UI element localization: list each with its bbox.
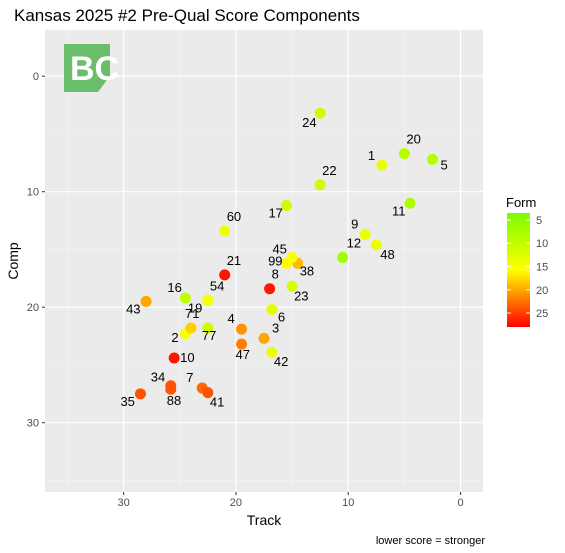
data-point	[314, 107, 326, 119]
data-point	[219, 269, 231, 281]
data-point	[236, 338, 248, 350]
point-label: 22	[322, 163, 336, 178]
point-label: 71	[185, 306, 199, 321]
data-point	[398, 148, 410, 160]
x-axis-title: Track	[247, 512, 282, 528]
plot-panel	[45, 30, 483, 492]
chart-caption: lower score = stronger	[376, 535, 485, 547]
point-label: 99	[268, 254, 282, 269]
point-label: 35	[120, 394, 134, 409]
axis-ticks: 30 20 10 0 0 10 20 30	[27, 71, 464, 509]
data-point	[426, 153, 438, 165]
point-label: 24	[302, 115, 316, 130]
point-label: 45	[272, 241, 286, 256]
data-point	[219, 225, 231, 237]
point-label: 20	[406, 132, 420, 147]
x-tick-label: 0	[457, 497, 463, 509]
point-label: 8	[272, 267, 279, 282]
point-label: 43	[126, 301, 140, 316]
data-point	[168, 352, 180, 364]
point-label: 10	[180, 350, 194, 365]
legend-tick-label: 20	[536, 285, 548, 297]
logo-text: BC	[70, 50, 119, 88]
point-label: 17	[268, 206, 282, 221]
point-label: 23	[294, 288, 308, 303]
data-points	[134, 107, 438, 400]
point-label: 6	[278, 310, 285, 325]
legend: Form 5 10 15 20 25	[506, 195, 548, 327]
data-point	[280, 200, 292, 212]
x-tick-label: 20	[230, 497, 242, 509]
grid	[45, 30, 483, 492]
data-point	[266, 346, 278, 358]
data-point	[286, 280, 298, 292]
point-label: 42	[274, 354, 288, 369]
point-label: 16	[167, 280, 181, 295]
y-tick-label: 20	[27, 302, 39, 314]
data-point	[370, 239, 382, 251]
data-point	[185, 322, 197, 334]
point-label: 38	[300, 263, 314, 278]
y-axis-title: Comp	[5, 242, 21, 280]
legend-tick-label: 25	[536, 308, 548, 320]
data-point	[266, 304, 278, 316]
point-labels: 1234567891011121617192021222324343538414…	[120, 115, 447, 410]
data-point	[404, 197, 416, 209]
legend-tick-label: 5	[536, 215, 542, 227]
legend-ticks: 5 10 15 20 25	[507, 215, 548, 320]
point-label: 54	[210, 278, 224, 293]
legend-tick-label: 10	[536, 238, 548, 250]
point-label: 2	[171, 330, 178, 345]
point-label: 1	[368, 148, 375, 163]
point-label: 5	[440, 157, 447, 172]
x-tick-label: 30	[117, 497, 129, 509]
point-label: 34	[151, 370, 165, 385]
point-label: 21	[227, 253, 241, 268]
x-tick-label: 10	[342, 497, 354, 509]
data-point	[236, 323, 248, 335]
data-point	[165, 383, 177, 395]
data-point	[286, 252, 298, 264]
legend-tick-label: 15	[536, 262, 548, 274]
y-tick-label: 0	[33, 71, 39, 83]
y-tick-label: 10	[27, 187, 39, 199]
point-label: 11	[392, 203, 406, 218]
data-point	[202, 387, 214, 399]
data-point	[314, 179, 326, 191]
watermark-logo: BC	[64, 44, 119, 92]
data-point	[179, 292, 191, 304]
point-label: 47	[236, 347, 250, 362]
point-label: 19	[188, 300, 202, 315]
point-label: 60	[227, 209, 241, 224]
data-point	[134, 388, 146, 400]
data-point	[140, 295, 152, 307]
data-point	[337, 252, 349, 264]
point-label: 9	[351, 216, 358, 231]
y-tick-label: 30	[27, 418, 39, 430]
point-label: 41	[210, 395, 224, 410]
data-point	[202, 294, 214, 306]
point-label: 7	[186, 370, 193, 385]
legend-colorbar	[507, 213, 530, 327]
chart-title: Kansas 2025 #2 Pre-Qual Score Components	[14, 6, 360, 25]
point-label: 4	[228, 311, 235, 326]
point-label: 88	[167, 393, 181, 408]
point-label: 3	[272, 320, 279, 335]
data-point	[264, 283, 276, 295]
point-label: 12	[347, 236, 361, 251]
point-label: 77	[202, 328, 216, 343]
data-point	[202, 322, 214, 334]
data-point	[376, 159, 388, 171]
point-label: 48	[380, 247, 394, 262]
data-point	[258, 332, 270, 344]
data-point	[359, 228, 371, 240]
legend-title: Form	[506, 195, 536, 210]
